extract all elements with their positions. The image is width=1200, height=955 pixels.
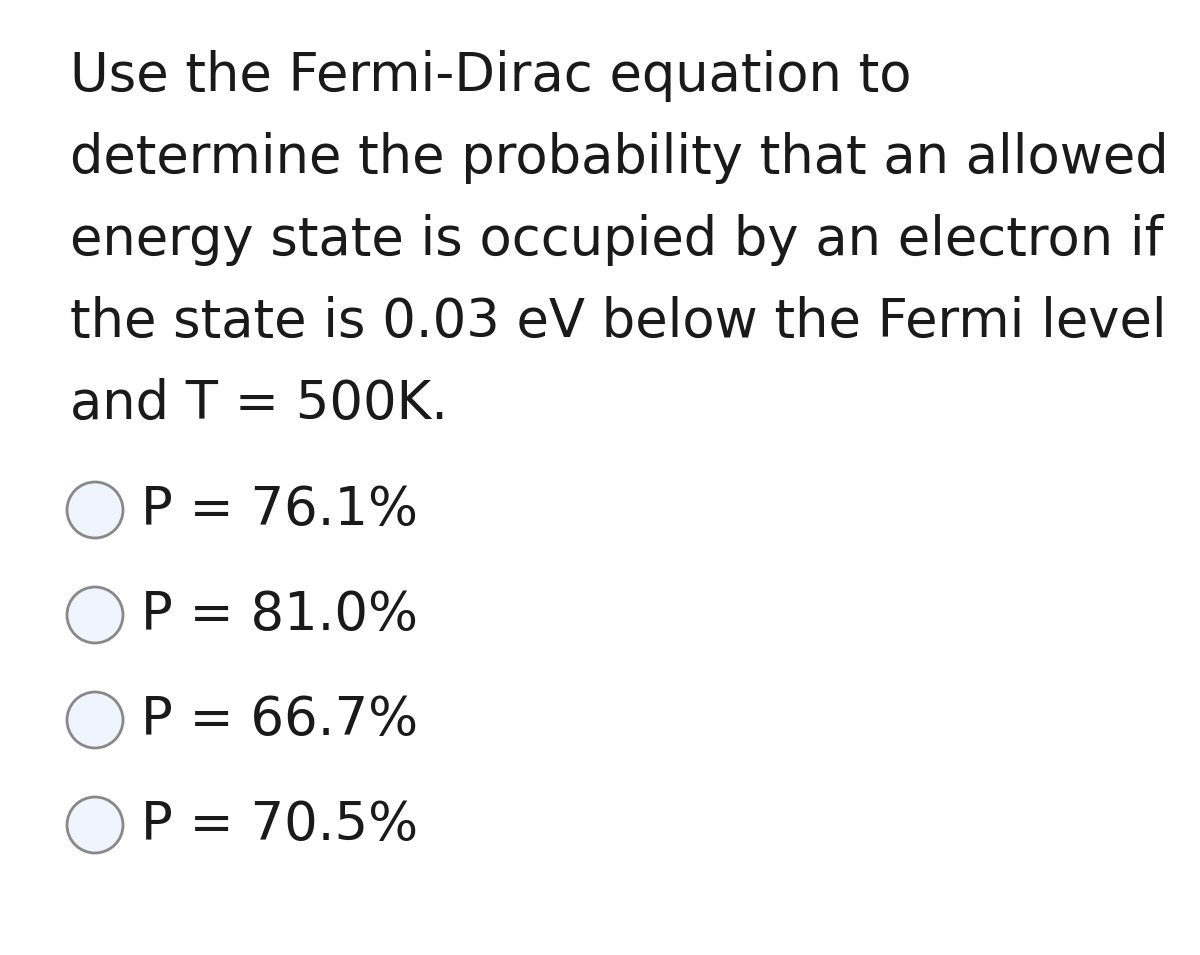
Text: P = 70.5%: P = 70.5% [142, 799, 418, 851]
Text: energy state is occupied by an electron if: energy state is occupied by an electron … [70, 214, 1163, 266]
Circle shape [67, 797, 124, 853]
Text: P = 76.1%: P = 76.1% [142, 484, 418, 536]
Circle shape [67, 692, 124, 748]
Text: Use the Fermi-Dirac equation to: Use the Fermi-Dirac equation to [70, 50, 912, 102]
Text: and T = 500K.: and T = 500K. [70, 378, 448, 430]
Text: determine the probability that an allowed: determine the probability that an allowe… [70, 132, 1169, 184]
Text: P = 81.0%: P = 81.0% [142, 589, 418, 641]
Circle shape [67, 587, 124, 643]
Text: the state is 0.03 eV below the Fermi level: the state is 0.03 eV below the Fermi lev… [70, 296, 1166, 348]
Circle shape [67, 482, 124, 538]
Text: P = 66.7%: P = 66.7% [142, 694, 418, 746]
